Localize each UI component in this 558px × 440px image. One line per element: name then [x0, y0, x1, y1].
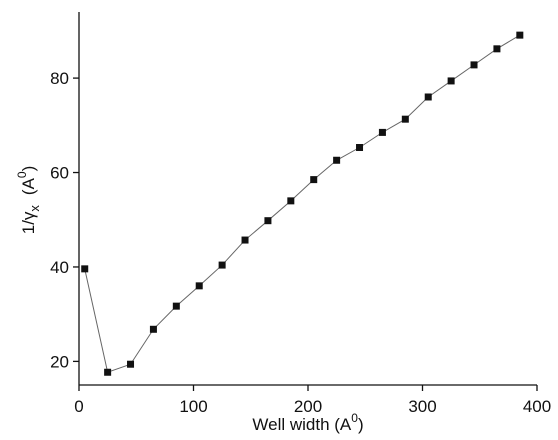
data-point: [378, 128, 386, 136]
data-point: [493, 45, 501, 53]
data-point: [424, 93, 432, 101]
data-point: [218, 261, 226, 269]
y-tick-label: 40: [50, 258, 69, 277]
data-point: [287, 197, 295, 205]
y-tick-label: 20: [50, 352, 69, 371]
y-axis-label: 1/γx(A0): [15, 166, 42, 235]
x-tick-label: 300: [408, 397, 436, 416]
data-point: [172, 302, 180, 310]
data-point: [516, 31, 524, 39]
x-tick-label: 400: [523, 397, 551, 416]
data-point: [447, 77, 455, 85]
data-point: [401, 115, 409, 123]
data-point: [104, 368, 112, 376]
data-point: [195, 282, 203, 290]
x-tick-label: 200: [294, 397, 322, 416]
data-point: [470, 61, 478, 69]
data-point: [241, 236, 249, 244]
data-point: [333, 156, 341, 164]
x-tick-label: 100: [179, 397, 207, 416]
y-tick-label: 60: [50, 164, 69, 183]
y-tick-label: 80: [50, 69, 69, 88]
data-line: [84, 34, 521, 373]
data-point: [149, 325, 157, 333]
data-point: [264, 217, 272, 225]
data-point: [127, 360, 135, 368]
data-point: [356, 144, 364, 152]
data-point: [81, 265, 89, 273]
data-point: [310, 176, 318, 184]
x-tick-label: 0: [74, 397, 83, 416]
x-axis-label: Well width (A0): [252, 411, 363, 434]
